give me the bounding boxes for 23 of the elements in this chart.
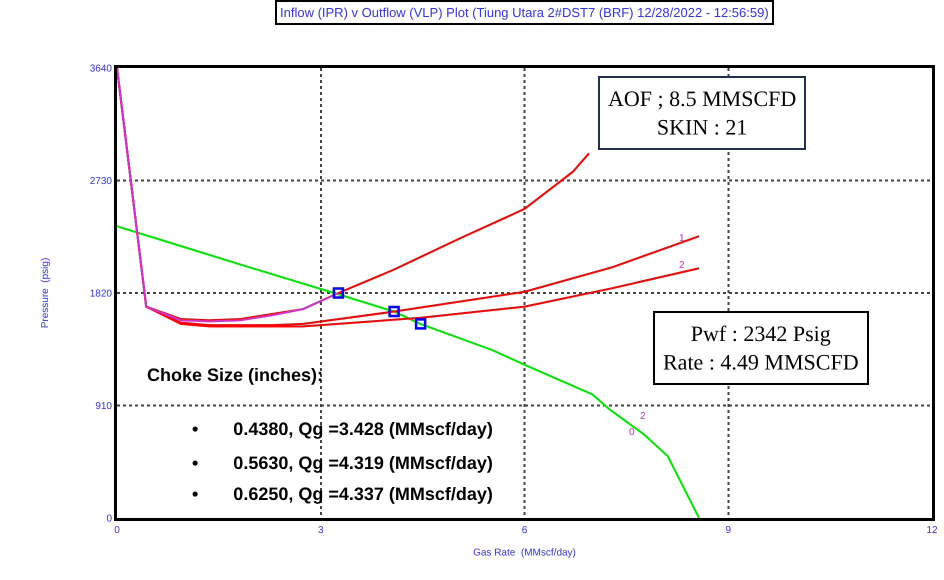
- annotation: 2: [640, 411, 646, 422]
- y-axis-title: Pressure (psig): [40, 258, 51, 328]
- y-tick-label: 2730: [90, 176, 112, 187]
- chart-title: Inflow (IPR) v Outflow (VLP) Plot (Tiung Utara 2#DST7 (BRF) 12/28/2022 - 12:56:59): [280, 5, 769, 20]
- x-axis-title: Gas Rate (MMscf/day): [473, 548, 576, 558]
- annotation: • 0.6250, Qg =4.337 (MMscf/day): [192, 484, 493, 504]
- annotation: 0: [629, 427, 635, 438]
- y-tick-label: 0: [106, 514, 112, 524]
- annotation: • 0.5630, Qg =4.319 (MMscf/day): [192, 453, 493, 473]
- y-tick-label: 1820: [90, 288, 112, 300]
- x-tick-label: 0: [114, 525, 120, 536]
- annotation: AOF ; 8.5 MMSCFD SKIN : 21: [608, 86, 796, 140]
- annotation: Pwf : 2342 Psig Rate : 4.49 MMSCFD: [663, 321, 859, 375]
- x-tick-label: 12: [926, 525, 938, 536]
- y-tick-label: 3640: [90, 64, 112, 74]
- annotation: 2: [679, 260, 685, 271]
- annotation: Choke Size (inches):: [147, 365, 324, 385]
- x-tick-label: 9: [725, 525, 732, 536]
- annotation: 1: [679, 233, 685, 244]
- annotation: • 0.4380, Qg =3.428 (MMscf/day): [192, 419, 493, 439]
- x-tick-label: 6: [522, 525, 528, 536]
- x-tick-label: 3: [318, 525, 324, 536]
- y-tick-label: 910: [95, 401, 112, 412]
